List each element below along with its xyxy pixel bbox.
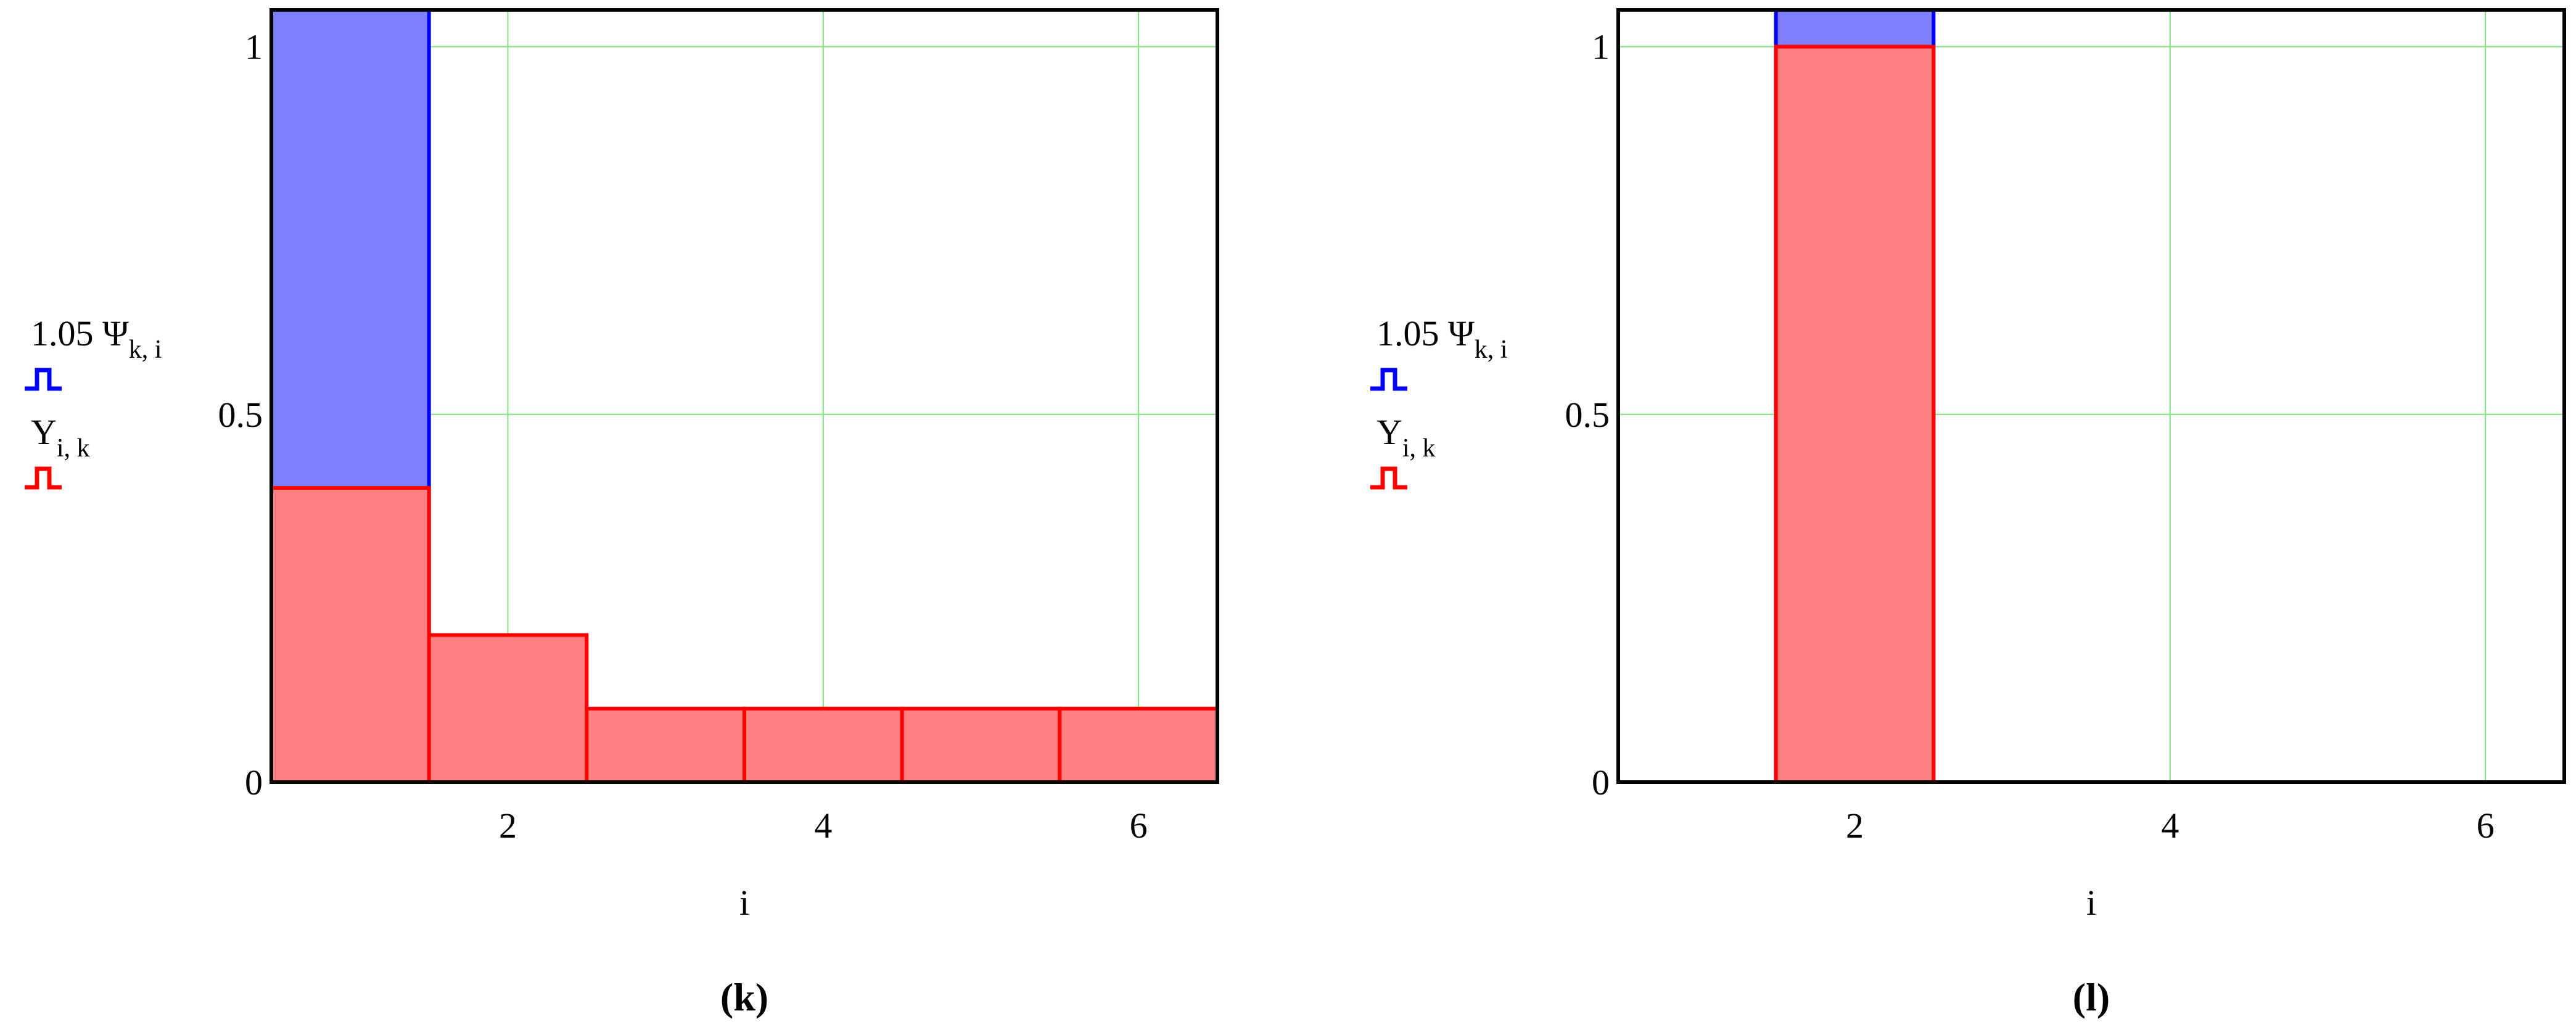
x-tick-label: 6 (2477, 806, 2495, 846)
x-tick-label: 4 (814, 806, 832, 846)
legend-swatch (1370, 466, 1407, 490)
legend-name: Y (31, 412, 57, 452)
legend-name: Y (1376, 412, 1402, 452)
bar (900, 706, 1062, 785)
bar (1774, 44, 1936, 785)
legend-name: 1.05 Ψ (31, 313, 129, 353)
legend-subscript: k, i (129, 336, 162, 364)
x-tick-label: 6 (1130, 806, 1148, 846)
legend-swatch (25, 368, 62, 391)
y-tick-label: 1 (1592, 27, 1610, 67)
plot-frame (1616, 8, 2566, 784)
legend-name: 1.05 Ψ (1376, 313, 1475, 353)
y-tick-label: 0.5 (218, 395, 263, 435)
bar (585, 706, 746, 785)
y-tick-label: 1 (245, 27, 263, 67)
legend-subscript: i, k (57, 434, 90, 463)
x-tick-label: 2 (1846, 806, 1864, 846)
legend-label: Yi, k (31, 412, 90, 463)
legend-label: 1.05 Ψk, i (1376, 313, 1507, 364)
bar (427, 633, 589, 784)
y-tick-label: 0.5 (1565, 395, 1610, 435)
caption: (k) (720, 975, 768, 1019)
x-tick-label: 4 (2161, 806, 2179, 846)
x-axis-label: i (739, 883, 749, 923)
legend-subscript: k, i (1475, 336, 1508, 364)
x-tick-label: 2 (499, 806, 517, 846)
legend-swatch (25, 466, 62, 490)
legend-label: 1.05 Ψk, i (31, 313, 162, 364)
x-axis-label: i (2086, 883, 2096, 923)
y-tick-label: 0 (245, 762, 263, 802)
bar (1058, 706, 1220, 785)
legend-subscript: i, k (1402, 434, 1436, 463)
bar (270, 486, 431, 784)
bar (743, 706, 904, 785)
caption: (l) (2073, 975, 2110, 1019)
plot-frame (270, 8, 1219, 784)
legend-label: Yi, k (1376, 412, 1436, 463)
y-tick-label: 0 (1592, 762, 1610, 802)
legend-swatch (1370, 368, 1407, 391)
